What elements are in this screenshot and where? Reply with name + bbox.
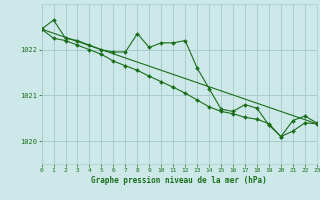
X-axis label: Graphe pression niveau de la mer (hPa): Graphe pression niveau de la mer (hPa) — [91, 176, 267, 185]
